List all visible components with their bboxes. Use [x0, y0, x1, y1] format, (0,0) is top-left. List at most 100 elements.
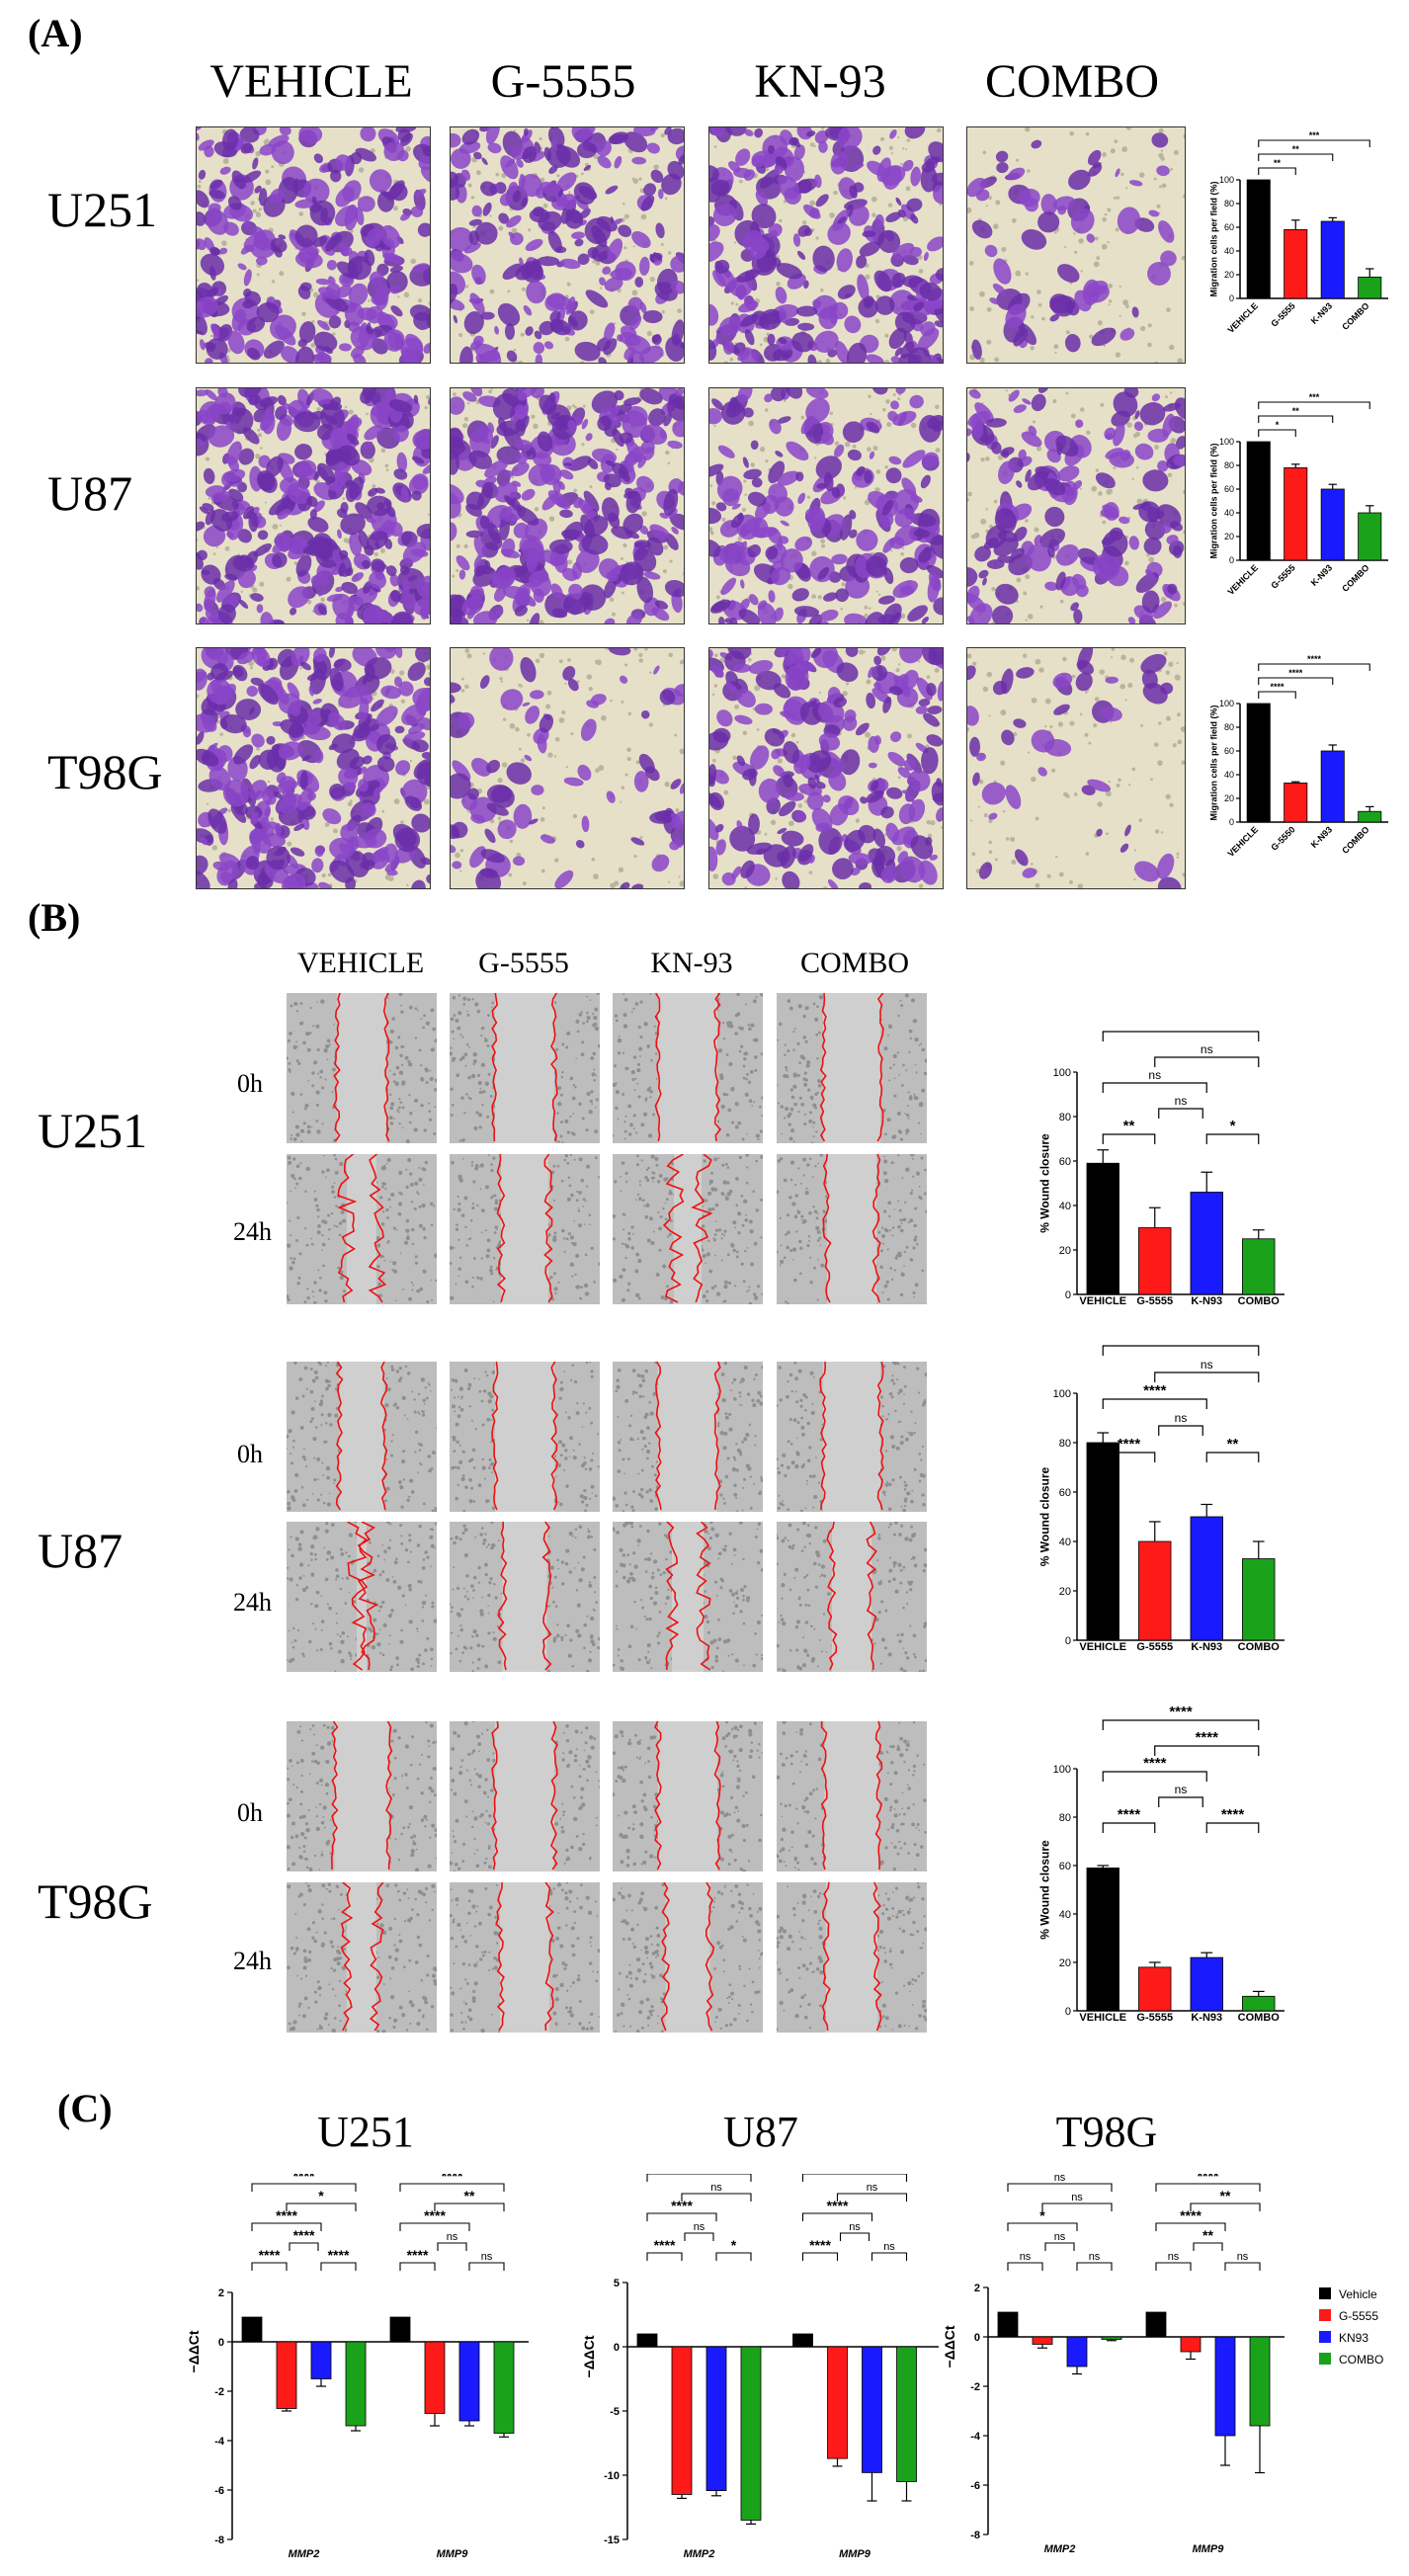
time-24h-u87: 24h: [233, 1588, 272, 1617]
y-tick-label: 40: [1059, 1201, 1071, 1212]
scratch-u251-0h-0: [287, 993, 437, 1143]
y-tick-label: -8: [214, 2534, 224, 2546]
x-tick-label: COMBO: [1238, 2012, 1281, 2024]
sig-label: ns: [849, 2221, 861, 2233]
x-tick-label: COMBO: [1340, 824, 1370, 855]
micrograph-t98g-g-5555: [450, 647, 685, 889]
legend-swatch-kn93: [1319, 2331, 1331, 2343]
sig-label: ****: [809, 2237, 831, 2253]
y-tick-label: 40: [1059, 1537, 1071, 1548]
sig-bracket: [286, 2202, 357, 2211]
category-label: MMP9: [839, 2548, 871, 2560]
micrograph-u87-kn-93: [708, 387, 944, 624]
sig-label: ***: [1309, 392, 1320, 402]
sig-bracket: [1158, 1425, 1203, 1436]
y-tick-label: 40: [1224, 770, 1234, 780]
sig-label: ns: [1175, 1411, 1188, 1425]
bar-vehicle: [1246, 703, 1271, 823]
sig-bracket: [715, 2252, 752, 2261]
c-title-u251: U251: [317, 2108, 414, 2156]
x-tick-label: G-5555: [1136, 2012, 1173, 2024]
sig-label: ****: [827, 2198, 849, 2213]
sig-bracket: [468, 2262, 505, 2271]
category-label: MMP9: [437, 2548, 469, 2560]
x-tick-label: VEHICLE: [1079, 1295, 1126, 1307]
sig-bracket: [1076, 2262, 1113, 2271]
y-tick-label: -5: [610, 2406, 620, 2418]
scratch-t98g-0h-3: [777, 1721, 927, 1871]
sig-bracket: [1102, 1452, 1156, 1462]
y-tick-label: 100: [1053, 1764, 1071, 1776]
sig-label: ****: [293, 2174, 315, 2184]
sig-label: *: [1039, 2207, 1045, 2223]
legend-swatch-g-5555: [1319, 2309, 1331, 2321]
sig-label: ns: [1054, 2174, 1066, 2184]
x-tick-label: COMBO: [1340, 562, 1370, 593]
sig-label: ***: [1309, 130, 1320, 140]
sig-label: ns: [694, 2221, 705, 2233]
sig-bracket: [399, 2262, 436, 2271]
chart-b-u251: 0 20 40 60 80 100 % Wound closure VEHICLE G-5555…: [1037, 1028, 1285, 1307]
sig-label: ns: [1020, 2251, 1032, 2263]
y-axis-label: % Wound closure: [1037, 1840, 1051, 1940]
y-tick-label: 100: [1219, 437, 1234, 447]
scratch-t98g-24h-2: [613, 1882, 763, 2033]
bar-combo: [1242, 1238, 1276, 1295]
b-row-head-t98g: T98G: [38, 1873, 153, 1929]
bar-g-5555-mmp2: [671, 2346, 693, 2495]
y-tick-label: 80: [1059, 1438, 1071, 1450]
sig-bracket: [1007, 2262, 1043, 2271]
y-tick-label: 5: [614, 2278, 620, 2289]
sig-bracket: [646, 2212, 717, 2221]
x-tick-label: G-5550: [1269, 824, 1296, 852]
micrograph-u251-kn-93: [708, 126, 944, 364]
x-tick-label: COMBO: [1238, 1641, 1281, 1653]
b-col-head-kn93: KN-93: [650, 947, 733, 979]
x-tick-label: K-N93: [1309, 824, 1334, 849]
sig-bracket: [1007, 2222, 1078, 2231]
bar-combo: [1358, 512, 1382, 561]
sig-label: ns: [447, 2231, 458, 2243]
y-tick-label: 40: [1224, 508, 1234, 518]
sig-bracket: [1154, 1056, 1260, 1067]
bar-k-n93: [1190, 1956, 1223, 2012]
time-24h-u251: 24h: [233, 1217, 272, 1246]
scratch-u251-24h-1: [450, 1154, 600, 1304]
scratch-u87-0h-0: [287, 1362, 437, 1512]
bar-combo-mmp9: [493, 2341, 515, 2434]
b-row-head-u251: U251: [38, 1103, 148, 1158]
sig-label: ****: [1118, 1436, 1141, 1453]
sig-bracket: [1258, 677, 1334, 685]
y-tick-label: -10: [604, 2470, 620, 2482]
y-tick-label: 20: [1224, 793, 1234, 803]
scratch-t98g-0h-1: [450, 1721, 600, 1871]
sig-label: ****: [1169, 1703, 1193, 1720]
scratch-u251-0h-3: [777, 993, 927, 1143]
sig-label: ****: [1143, 1755, 1167, 1772]
y-tick-label: 0: [1065, 2006, 1071, 2018]
scratch-u251-0h-2: [613, 993, 763, 1143]
sig-bracket: [1258, 663, 1370, 671]
sig-label: **: [1292, 406, 1300, 416]
category-label: MMP2: [684, 2548, 715, 2560]
col-head-g5555: G-5555: [490, 55, 636, 108]
bar-combo: [1358, 810, 1382, 823]
y-tick-label: 20: [1224, 270, 1234, 280]
x-tick-label: VEHICLE: [1226, 824, 1261, 859]
sig-label: **: [464, 2188, 475, 2203]
legend-swatch-vehicle: [1319, 2287, 1331, 2299]
y-axis-label: % Wound closure: [1037, 1133, 1051, 1233]
bar-k-n93: [1190, 1516, 1223, 1641]
bar-kn93-mmp2: [1066, 2336, 1088, 2368]
sig-label: ****: [654, 2237, 676, 2253]
sig-bracket: [1258, 429, 1296, 437]
bar-combo-mmp2: [345, 2341, 367, 2427]
x-tick-label: K-N93: [1191, 2012, 1222, 2024]
y-axis-label: Migration cells per field (%): [1209, 443, 1219, 558]
y-tick-label: 20: [1059, 1245, 1071, 1257]
y-tick-label: 0: [1065, 1289, 1071, 1301]
sig-bracket: [1224, 2262, 1261, 2271]
legend-label-g-5555: G-5555: [1339, 2309, 1378, 2323]
